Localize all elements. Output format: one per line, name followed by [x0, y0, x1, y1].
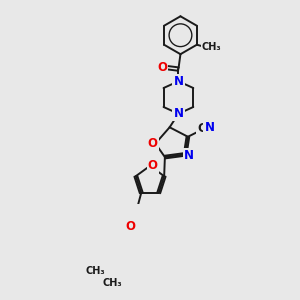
Text: O: O	[148, 137, 158, 150]
Text: C: C	[197, 122, 206, 135]
Text: N: N	[173, 75, 183, 88]
Text: CH₃: CH₃	[202, 42, 222, 52]
Text: N: N	[205, 121, 214, 134]
Text: CH₃: CH₃	[102, 278, 122, 288]
Text: O: O	[157, 61, 167, 74]
Text: CH₃: CH₃	[86, 266, 106, 276]
Text: O: O	[148, 159, 158, 172]
Text: O: O	[125, 220, 135, 233]
Text: N: N	[184, 149, 194, 162]
Text: N: N	[173, 107, 183, 120]
